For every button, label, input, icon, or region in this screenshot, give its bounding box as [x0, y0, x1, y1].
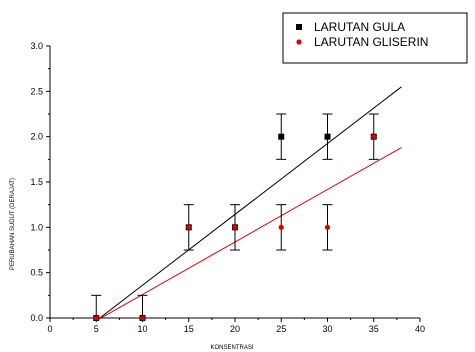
data-point-gliserin: [324, 224, 331, 230]
y-tick-label: 0.0: [30, 313, 43, 323]
x-tick-label: 30: [322, 324, 332, 334]
fit-line-gliserin: [96, 147, 402, 322]
data-point-gliserin: [278, 224, 284, 230]
data-point-gula: [278, 133, 285, 140]
legend-label-gliserin: LARUTAN GLISERIN: [314, 35, 428, 49]
data-point-gliserin: [186, 224, 192, 230]
y-tick-label: 2.5: [30, 86, 43, 96]
x-tick-label: 40: [415, 324, 425, 334]
legend-label-gula: LARUTAN GULA: [314, 20, 405, 34]
data-point-gliserin: [232, 224, 238, 230]
legend-box: [282, 12, 468, 64]
fit-line-gula: [95, 86, 402, 322]
y-tick-label: 0.5: [30, 268, 43, 278]
x-tick-label: 20: [230, 324, 240, 334]
x-axis-title: KONSENTRASI: [210, 345, 253, 351]
plot-area: 0 5 10 15 20 25 30 35 40 0.0 0.5 1.0 1.5 2.0 2.5 3.0: [30, 41, 425, 334]
data-point-gliserin: [93, 315, 99, 321]
x-tick-label: 0: [47, 324, 52, 334]
y-tick-label: 2.0: [30, 132, 43, 142]
y-axis-title: PERUBAHAN SUDUT (DERAJAT): [10, 178, 16, 270]
x-tick-label: 15: [184, 324, 194, 334]
y-tick-label: 1.5: [30, 177, 43, 187]
data-point-gliserin: [139, 315, 146, 321]
data-point-gliserin: [371, 134, 377, 140]
x-tick-label: 10: [137, 324, 147, 334]
y-tick-label: 3.0: [30, 41, 43, 51]
x-tick-label: 35: [369, 324, 379, 334]
x-tick-label: 5: [94, 324, 99, 334]
legend-marker-gula: [296, 24, 302, 30]
x-tick-label: 25: [276, 324, 286, 334]
y-tick-label: 1.0: [30, 222, 43, 232]
data-point-gula: [324, 133, 331, 140]
legend-marker-gliserin: [296, 39, 302, 45]
